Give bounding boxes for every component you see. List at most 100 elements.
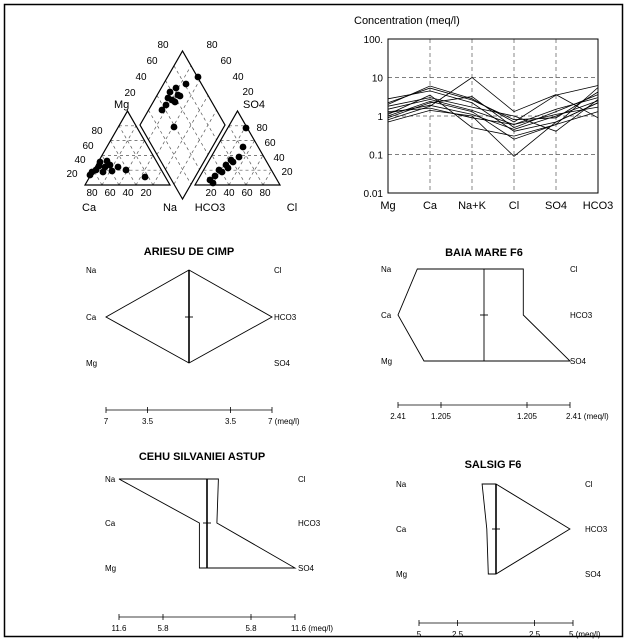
piper-point-18 [114, 163, 122, 171]
piper-tick-cation-left-80: 80 [91, 126, 103, 137]
stiff-scale-label-3: 2.41 (meq/l) [566, 412, 609, 421]
stiff-anion-label-cl: Cl [274, 266, 282, 275]
piper-tick-cation-bottom-20: 20 [140, 188, 152, 199]
piper-diagram: 80 60 40 20 80 60 40 20 80 60 40 20 80 6… [66, 40, 297, 214]
piper-tick-anion-bottom-40: 40 [223, 188, 235, 199]
piper-tick-cation-bottom-60: 60 [104, 188, 116, 199]
stiff-scale-label-0: 2.41 [390, 412, 406, 421]
piper-point-20 [95, 162, 103, 170]
cation-gridline-0-0 [101, 125, 137, 186]
diamond-gridline-b-0 [148, 65, 192, 140]
piper-tick-diamond-right-60: 60 [220, 56, 232, 67]
cation-gridline-1-0 [118, 140, 145, 186]
piper-point-34 [242, 124, 250, 132]
stiff-anion-label-hco3: HCO3 [570, 311, 593, 320]
schoeller-series-6 [387, 102, 599, 157]
schoeller-series-8 [387, 97, 599, 132]
piper-point-32 [215, 166, 223, 174]
piper-tick-cation-left-20: 20 [66, 169, 78, 180]
schoeller-series-11 [387, 100, 599, 130]
stiff-scale-label-3: 7 (meq/l) [268, 417, 300, 426]
piper-label-na: Na [163, 202, 178, 214]
piper-point-7 [176, 92, 184, 100]
anion-gridline-1-0 [228, 140, 255, 186]
piper-point-0 [194, 73, 202, 81]
stiff-anion-label-so4: SO4 [570, 357, 587, 366]
piper-tick-anion-bottom-60: 60 [241, 188, 253, 199]
stiff-scale-label-1: 5.8 [157, 624, 169, 633]
schoeller-series-7 [387, 94, 599, 129]
piper-tick-cation-left-40: 40 [74, 155, 86, 166]
diamond-gridline-a-0 [148, 110, 192, 185]
schoeller-x-tick-0: Mg [380, 200, 395, 212]
piper-sample-points [86, 73, 250, 187]
piper-point-21 [122, 166, 130, 174]
piper-point-6 [162, 101, 170, 109]
stiff-anion-label-so4: SO4 [274, 359, 291, 368]
stiff-anion-label-cl: Cl [585, 480, 593, 489]
schoeller-series [387, 77, 599, 157]
figure-border [3, 3, 624, 638]
schoeller-x-tick-labels: Mg Ca Na+K Cl SO4 HCO3 [380, 200, 613, 212]
piper-label-ca: Ca [82, 202, 97, 214]
piper-point-19 [108, 167, 116, 175]
schoeller-y-tick-3: 10 [372, 74, 384, 85]
piper-point-24 [86, 171, 94, 179]
piper-tick-cation-bottom-80: 80 [86, 188, 98, 199]
stiff-cation-label-mg: Mg [86, 359, 97, 368]
cation-gridline-1-2 [110, 140, 137, 186]
stiff-cation-label-na: Na [396, 480, 407, 489]
schoeller-y-tick-2: 1 [377, 112, 383, 123]
piper-point-35 [209, 179, 217, 187]
anion-triangle [193, 109, 282, 186]
schoeller-y-tick-labels: 0.01 0.1 1 10 100. [364, 35, 384, 200]
diamond-gridline-b-2 [165, 95, 209, 170]
stiff-anion-label-cl: Cl [570, 265, 578, 274]
stiff-cation-label-mg: Mg [105, 564, 116, 573]
schoeller-y-tick-0: 0.01 [364, 189, 384, 200]
cation-gridline-0-2 [118, 125, 154, 186]
piper-point-25 [239, 143, 247, 151]
piper-point-26 [235, 153, 243, 161]
piper-tick-diamond-left-40: 40 [135, 72, 147, 83]
piper-point-30 [211, 172, 219, 180]
stiff-cation-label-mg: Mg [381, 357, 392, 366]
stiff-scale-label-2: 5.8 [245, 624, 257, 633]
stiff-scale-label-2: 3.5 [225, 417, 237, 426]
stiff-cation-label-na: Na [105, 475, 116, 484]
anion-gridline-3-0 [262, 170, 272, 186]
stiff-scale-label-3: 11.6 (meq/l) [291, 624, 333, 633]
stiff-scale-label-1: 2.5 [452, 630, 464, 639]
stiff-baia-mare-f6: BAIA MARE F6 Na Ca Mg Cl HCO3 SO4 2.41 1.205 1.20… [381, 247, 609, 421]
piper-point-17 [99, 168, 107, 176]
piper-tick-cation-bottom-40: 40 [122, 188, 134, 199]
stiff-shape [397, 268, 572, 362]
piper-point-1 [172, 84, 180, 92]
piper-tick-anion-bottom-20: 20 [205, 188, 217, 199]
piper-label-cl: Cl [287, 202, 297, 214]
piper-label-hco3: HCO3 [195, 202, 226, 214]
stiff-scale-label-0: 11.6 [112, 624, 128, 633]
anion-gridline-0-0 [211, 125, 247, 186]
stiff-scale-label-2: 1.205 [517, 412, 538, 421]
schoeller-x-tick-2: Na+K [458, 200, 486, 212]
stiff-shape [118, 478, 297, 569]
piper-tick-anion-right-40: 40 [273, 153, 285, 164]
piper-tick-diamond-right-40: 40 [232, 72, 244, 83]
piper-point-11 [170, 123, 178, 131]
cation-triangle [83, 109, 172, 186]
piper-point-23 [103, 157, 111, 165]
stiff-cehu-silvaniei-astup: CEHU SILVANIEI ASTUP Na Ca Mg Cl HCO3 SO4 11.6 5… [105, 451, 333, 633]
piper-tick-diamond-left-60: 60 [146, 56, 158, 67]
cation-gridline-3-0 [152, 170, 162, 186]
stiff-anion-label-so4: SO4 [585, 570, 602, 579]
stiff-ariesu-de-cimp: ARIESU DE CIMP Na Ca Mg Cl HCO3 SO4 7 3.5 3.5 7 (m… [86, 246, 300, 426]
stiff-cation-label-ca: Ca [86, 313, 97, 322]
stiff-title: ARIESU DE CIMP [144, 246, 234, 258]
piper-tick-diamond-right-80: 80 [206, 40, 218, 51]
schoeller-series-3 [387, 87, 599, 137]
piper-point-36 [227, 156, 235, 164]
schoeller-series-9 [387, 100, 599, 140]
stiff-title: CEHU SILVANIEI ASTUP [139, 451, 265, 463]
